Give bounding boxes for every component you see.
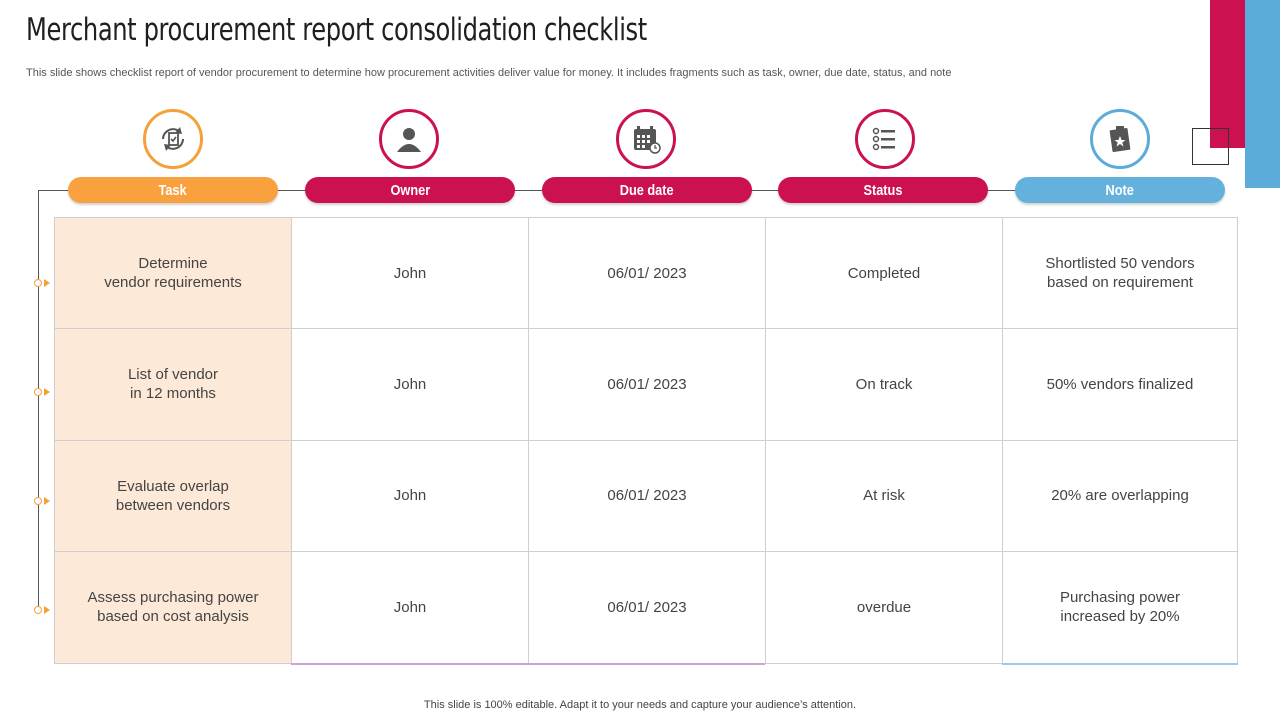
column-header-owner: Owner [305, 177, 515, 203]
note-cell: 20% are overlapping [1003, 441, 1237, 552]
decorative-red-bar [1210, 0, 1245, 148]
status-cell: On track [766, 329, 1003, 441]
note-cell: Shortlisted 50 vendors based on requirem… [1003, 218, 1237, 330]
bottom-accent-line [1002, 663, 1238, 665]
checklist-table: Determine vendor requirements John 06/01… [54, 217, 1238, 664]
owner-cell: John [292, 440, 529, 552]
row-marker [34, 387, 54, 397]
status-cell: At risk [766, 440, 1003, 552]
row-marker [34, 496, 54, 506]
due-date-cell: 06/01/ 2023 [529, 551, 766, 663]
task-cell: Determine vendor requirements [55, 218, 292, 330]
column-header-status: Status [778, 177, 988, 203]
row-marker [34, 278, 54, 288]
decorative-blue-bar [1245, 0, 1280, 188]
user-icon [379, 109, 439, 169]
column-header-due-date: Due date [542, 177, 752, 203]
task-cell: List of vendor in 12 months [55, 329, 292, 441]
calendar-icon [616, 109, 676, 169]
decorative-outline-square [1192, 128, 1229, 165]
status-cell: overdue [766, 551, 1003, 663]
owner-cell: John [292, 329, 529, 441]
due-date-cell: 06/01/ 2023 [529, 218, 766, 330]
page-subtitle: This slide shows checklist report of ven… [26, 67, 952, 79]
row-marker [34, 605, 54, 615]
task-cell: Assess purchasing power based on cost an… [55, 551, 292, 663]
bottom-accent-line [291, 663, 765, 665]
note-cell: Purchasing power increased by 20% [1059, 589, 1181, 626]
owner-cell: John [292, 551, 529, 663]
timeline-line [38, 190, 39, 610]
task-cell: Evaluate overlap between vendors [55, 440, 292, 552]
status-cell: Completed [766, 218, 1003, 330]
page-title: Merchant procurement report consolidatio… [26, 12, 647, 48]
checklist-icon [855, 109, 915, 169]
column-header-note: Note [1015, 177, 1225, 203]
clipboard-star-icon [1090, 109, 1150, 169]
column-header-task: Task [68, 177, 278, 203]
footer-note: This slide is 100% editable. Adapt it to… [423, 699, 857, 711]
due-date-cell: 06/01/ 2023 [529, 440, 766, 552]
note-cell: 50% vendors finalized [1003, 329, 1237, 441]
due-date-cell: 06/01/ 2023 [529, 329, 766, 441]
task-refresh-icon [143, 109, 203, 169]
owner-cell: John [292, 218, 529, 330]
